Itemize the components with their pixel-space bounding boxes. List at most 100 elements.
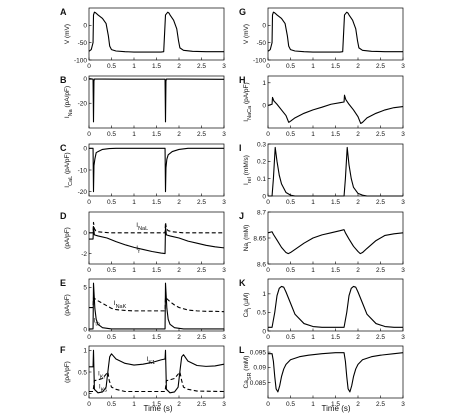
- panel-a: A 0 0.5 1 1.5 2 2.5 3 -100 -50 0 V (mV): [60, 7, 226, 70]
- y-tick-label-l: 0.09: [253, 365, 266, 372]
- x-tick-label-i: 0: [266, 199, 270, 206]
- annotation-f: IKr: [98, 370, 105, 380]
- x-tick-label-j: 0.5: [286, 267, 295, 274]
- plot-frame-i: [267, 143, 404, 197]
- x-tick-label-g: 0: [266, 63, 270, 70]
- y-tick-label-i: 0.3: [257, 141, 266, 148]
- x-tick-label-c: 1.5: [152, 199, 161, 206]
- y-tick-label-l: 0.095: [250, 349, 267, 356]
- x-tick-label-f: 2.5: [197, 401, 206, 408]
- x-tick-label-g: 2.5: [376, 63, 385, 70]
- x-tick-label-i: 0.5: [286, 199, 295, 206]
- x-tick-label-e: 0: [87, 334, 91, 341]
- x-tick-label-j: 1.5: [331, 267, 340, 274]
- x-tick-label-f: 1: [132, 401, 136, 408]
- y-tick-label-f: 0: [83, 391, 87, 398]
- series-line-j-0: [267, 229, 404, 255]
- panel-i: I 0 0.5 1 1.5 2 2.5 3 0 0.1 0.2 0.3 Irel (mM/s): [239, 141, 405, 206]
- series-line-c-0: [89, 147, 224, 193]
- y-axis-label-c: ICaL (pA/pF): [64, 152, 74, 187]
- y-tick-label-a: 0: [83, 23, 87, 30]
- x-tick-label-h: 2: [356, 131, 360, 138]
- x-tick-label-h: 1.5: [331, 131, 340, 138]
- x-tick-label-k: 1: [311, 334, 315, 341]
- panel-letter-b: B: [60, 75, 67, 85]
- panel-j: J 0 0.5 1 1.5 2 2.5 3 8.6 8.65 8.7 Nai (mM): [239, 209, 405, 274]
- y-tick-label-d: -2: [81, 251, 87, 258]
- x-tick-label-d: 0.5: [107, 267, 116, 274]
- y-axis-label-i: Irel (mM/s): [243, 155, 253, 185]
- x-tick-label-d: 2: [177, 267, 181, 274]
- y-tick-label-c: -20: [78, 189, 88, 196]
- y-tick-label-e: 5: [83, 285, 87, 292]
- x-tick-label-a: 3: [222, 63, 226, 70]
- plot-frame-l: [267, 345, 404, 399]
- x-tick-label-j: 2: [356, 267, 360, 274]
- x-tick-label-a: 0.5: [107, 63, 116, 70]
- x-tick-label-k: 0: [266, 334, 270, 341]
- series-line-k-0: [268, 285, 403, 328]
- x-tick-label-l: 2: [356, 401, 360, 408]
- x-tick-label-b: 0: [87, 131, 91, 138]
- x-tick-label-k: 3: [401, 334, 405, 341]
- y-tick-label-k: 1: [262, 291, 266, 298]
- series-line-i-0: [268, 146, 403, 197]
- x-tick-label-f: 0.5: [107, 401, 116, 408]
- y-tick-label-i: 0: [262, 193, 266, 200]
- y-tick-label-j: 8.7: [257, 209, 266, 216]
- x-tick-label-k: 2.5: [376, 334, 385, 341]
- panel-f: F 0 0.5 1 1.5 2 2.5 3 0 0.5 1 (pA/pF) IK1 IKr IKs: [60, 345, 226, 408]
- x-tick-label-g: 1: [311, 63, 315, 70]
- x-tick-label-d: 2.5: [197, 267, 206, 274]
- x-tick-label-g: 2: [356, 63, 360, 70]
- x-axis-title-left: Time (s): [143, 404, 172, 413]
- x-tick-label-b: 0.5: [107, 131, 116, 138]
- x-axis-title-right: Time (s): [321, 404, 350, 413]
- x-tick-label-c: 0: [87, 199, 91, 206]
- x-tick-label-j: 0: [266, 267, 270, 274]
- panel-g: G 0 0.5 1 1.5 2 2.5 3 -100 -50 0 V (mV): [239, 7, 405, 70]
- panel-c: C 0 0.5 1 1.5 2 2.5 3 -20 -10 0 ICaL (pA/pF): [60, 143, 226, 206]
- y-axis-label-h: INaCa (pA/pF): [243, 82, 253, 121]
- series-line-d-1: [89, 226, 225, 255]
- plot-frame-j: [267, 211, 404, 265]
- panel-letter-d: D: [60, 211, 67, 221]
- y-axis-label-g: V (mV): [243, 24, 250, 44]
- panel-letter-f: F: [60, 345, 66, 355]
- y-tick-label-j: 8.6: [257, 261, 266, 268]
- y-tick-label-c: 0: [83, 146, 87, 153]
- plot-frame-c: [88, 143, 225, 197]
- x-tick-label-l: 1: [311, 401, 315, 408]
- x-tick-label-l: 0.5: [286, 401, 295, 408]
- y-tick-label-b: -20: [78, 101, 88, 108]
- x-tick-label-h: 2.5: [376, 131, 385, 138]
- panel-letter-j: J: [239, 211, 244, 221]
- panel-b: B 0 0.5 1 1.5 2 2.5 3 -20 0 INa (pA/pF): [60, 75, 226, 138]
- y-tick-label-d: 0: [83, 230, 87, 237]
- plot-frame-k: [267, 278, 404, 332]
- plot-frame-f: [88, 345, 225, 399]
- y-tick-label-f: 0.5: [78, 369, 87, 376]
- x-tick-label-l: 2.5: [376, 401, 385, 408]
- annotation-e: INaK: [114, 300, 127, 310]
- x-tick-label-e: 2.5: [197, 334, 206, 341]
- panel-d: D 0 0.5 1 1.5 2 2.5 3 -2 0 (pA/pF) INaL If: [60, 211, 226, 274]
- x-tick-label-h: 0: [266, 131, 270, 138]
- x-tick-label-c: 2: [177, 199, 181, 206]
- x-tick-label-l: 0: [266, 401, 270, 408]
- x-tick-label-a: 0: [87, 63, 91, 70]
- x-tick-label-l: 3: [401, 401, 405, 408]
- annotation-d: INaL: [136, 222, 148, 232]
- y-tick-label-a: -50: [78, 40, 88, 47]
- y-tick-label-h: 0: [262, 103, 266, 110]
- x-tick-label-d: 3: [222, 267, 226, 274]
- panel-letter-k: K: [239, 278, 246, 288]
- x-tick-label-f: 0: [87, 401, 91, 408]
- x-tick-label-j: 3: [401, 267, 405, 274]
- series-line-e-1: [89, 282, 224, 330]
- series-line-d-0: [89, 221, 224, 234]
- panel-letter-l: L: [239, 345, 245, 355]
- y-tick-label-i: 0.2: [257, 159, 266, 166]
